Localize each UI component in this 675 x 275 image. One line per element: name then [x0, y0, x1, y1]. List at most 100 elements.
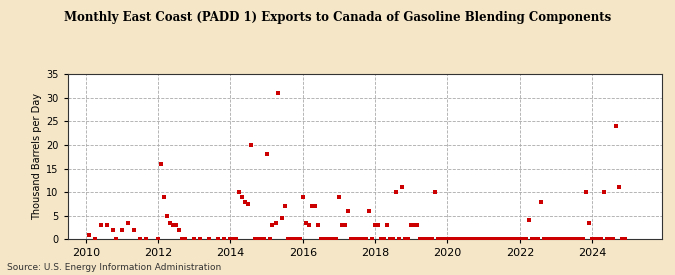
Point — [111, 237, 122, 241]
Point — [602, 237, 613, 241]
Point — [406, 223, 416, 227]
Point — [541, 237, 552, 241]
Point — [288, 237, 299, 241]
Point — [364, 209, 375, 213]
Point — [313, 223, 323, 227]
Point — [394, 237, 404, 241]
Point — [427, 237, 437, 241]
Point — [360, 237, 371, 241]
Point — [358, 237, 369, 241]
Point — [171, 223, 182, 227]
Point — [424, 237, 435, 241]
Point — [337, 223, 348, 227]
Point — [451, 237, 462, 241]
Point — [294, 237, 305, 241]
Point — [373, 223, 383, 227]
Point — [117, 228, 128, 232]
Point — [381, 223, 392, 227]
Point — [161, 213, 172, 218]
Point — [379, 237, 389, 241]
Point — [246, 143, 256, 147]
Point — [298, 195, 308, 199]
Point — [348, 237, 359, 241]
Point — [496, 237, 507, 241]
Point — [535, 199, 546, 204]
Point — [89, 237, 100, 241]
Point — [273, 91, 284, 95]
Point — [620, 237, 630, 241]
Point — [180, 237, 190, 241]
Point — [490, 237, 501, 241]
Point — [566, 237, 576, 241]
Point — [421, 237, 431, 241]
Point — [391, 190, 402, 194]
Point — [442, 237, 453, 241]
Point — [167, 223, 178, 227]
Point — [523, 218, 534, 222]
Point — [292, 237, 302, 241]
Point — [562, 237, 573, 241]
Point — [484, 237, 495, 241]
Point — [580, 190, 591, 194]
Point — [545, 237, 556, 241]
Point — [605, 237, 616, 241]
Point — [502, 237, 513, 241]
Y-axis label: Thousand Barrels per Day: Thousand Barrels per Day — [32, 93, 42, 220]
Point — [213, 237, 223, 241]
Point — [370, 223, 381, 227]
Point — [472, 237, 483, 241]
Point — [466, 237, 477, 241]
Point — [165, 221, 176, 225]
Text: Monthly East Coast (PADD 1) Exports to Canada of Gasoline Blending Components: Monthly East Coast (PADD 1) Exports to C… — [64, 11, 611, 24]
Point — [506, 237, 516, 241]
Point — [568, 237, 579, 241]
Point — [415, 237, 426, 241]
Point — [508, 237, 519, 241]
Point — [403, 237, 414, 241]
Point — [596, 237, 607, 241]
Point — [430, 190, 441, 194]
Point — [551, 237, 562, 241]
Point — [448, 237, 459, 241]
Point — [95, 223, 106, 227]
Point — [529, 237, 540, 241]
Point — [282, 237, 293, 241]
Point — [159, 195, 169, 199]
Point — [397, 185, 408, 189]
Point — [153, 237, 163, 241]
Point — [342, 209, 353, 213]
Point — [572, 237, 583, 241]
Point — [225, 237, 236, 241]
Point — [173, 228, 184, 232]
Point — [539, 237, 549, 241]
Point — [319, 237, 329, 241]
Point — [526, 237, 537, 241]
Point — [267, 223, 278, 227]
Point — [599, 190, 610, 194]
Point — [460, 237, 471, 241]
Point — [547, 237, 558, 241]
Point — [578, 237, 589, 241]
Point — [387, 237, 398, 241]
Point — [433, 237, 443, 241]
Point — [445, 237, 456, 241]
Point — [418, 237, 429, 241]
Point — [177, 237, 188, 241]
Point — [520, 237, 531, 241]
Point — [204, 237, 215, 241]
Point — [584, 221, 595, 225]
Point — [475, 237, 486, 241]
Point — [457, 237, 468, 241]
Point — [101, 223, 112, 227]
Point — [276, 216, 287, 220]
Point — [84, 232, 95, 237]
Point — [140, 237, 151, 241]
Point — [385, 237, 396, 241]
Point — [240, 199, 251, 204]
Point — [493, 237, 504, 241]
Point — [228, 237, 239, 241]
Point — [608, 237, 619, 241]
Point — [587, 237, 597, 241]
Point — [234, 190, 245, 194]
Point — [400, 237, 410, 241]
